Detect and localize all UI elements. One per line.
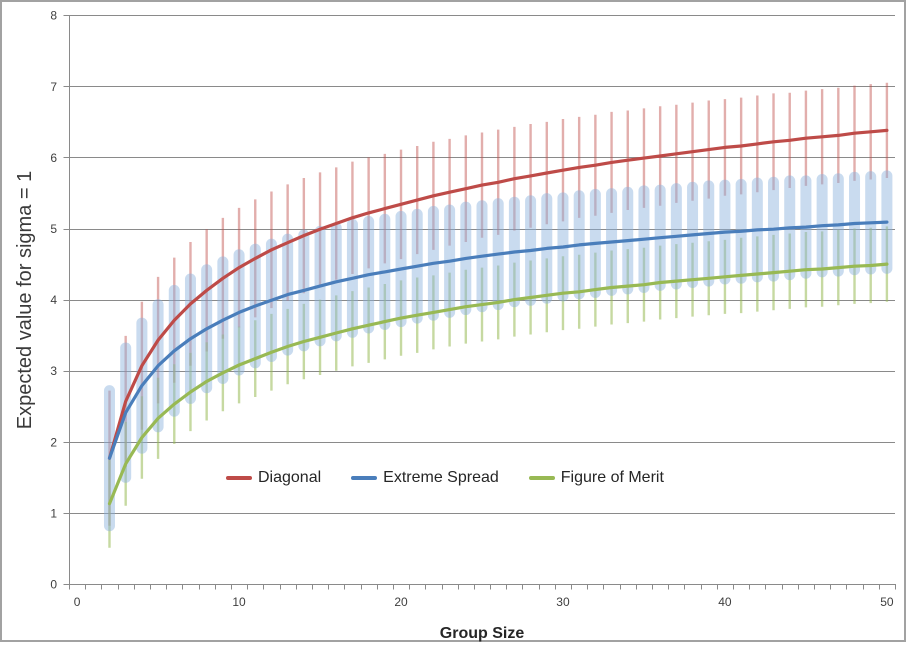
x-tick-label-20: 20 (394, 595, 408, 609)
legend: Diagonal Extreme Spread Figure of Merit (226, 466, 664, 490)
y-axis-title: Expected value for sigma = 1 (14, 171, 36, 429)
tick-label-layer: 0 1 2 3 4 5 6 7 8 0 10 20 30 40 50 (50, 9, 894, 609)
chart-frame (0, 0, 906, 642)
diagonal-line-swatch (226, 476, 252, 480)
grid-layer (69, 15, 895, 514)
x-tick-label-50: 50 (880, 595, 894, 609)
x-axis-title: Group Size (440, 625, 525, 642)
series-line-extreme-spread (107, 220, 889, 460)
legend-label-figure-of-merit: Figure of Merit (560, 469, 664, 486)
y-tick-label-1: 1 (50, 506, 57, 520)
x-tick-label-30: 30 (556, 595, 570, 609)
y-tick-label-6: 6 (50, 151, 57, 165)
series-line-diagonal (107, 128, 889, 460)
legend-label-diagonal: Diagonal (258, 469, 322, 486)
x-tick-label-0: 0 (74, 595, 81, 609)
series-layer (107, 128, 889, 506)
y-tick-label-4: 4 (50, 293, 57, 307)
legend-item-diagonal: Diagonal (226, 469, 321, 487)
y-tick-label-2: 2 (50, 435, 57, 449)
legend-item-extreme-spread: Extreme Spread (351, 469, 499, 487)
y-tick-label-0: 0 (50, 578, 57, 592)
extreme-spread-line-swatch (351, 476, 378, 480)
x-tick-label-40: 40 (718, 595, 732, 609)
series-line-figure-of-merit (107, 262, 889, 506)
y-tick-label-5: 5 (50, 222, 57, 236)
y-tick-label-3: 3 (50, 364, 57, 378)
figure-of-merit-line-swatch (528, 476, 555, 480)
y-tick-label-8: 8 (50, 9, 57, 23)
legend-label-extreme-spread: Extreme Spread (383, 469, 499, 486)
y-tick-label-7: 7 (50, 80, 57, 94)
axis-layer (63, 15, 896, 590)
legend-item-figure-of-merit: Figure of Merit (528, 469, 664, 487)
x-tick-label-10: 10 (232, 595, 246, 609)
